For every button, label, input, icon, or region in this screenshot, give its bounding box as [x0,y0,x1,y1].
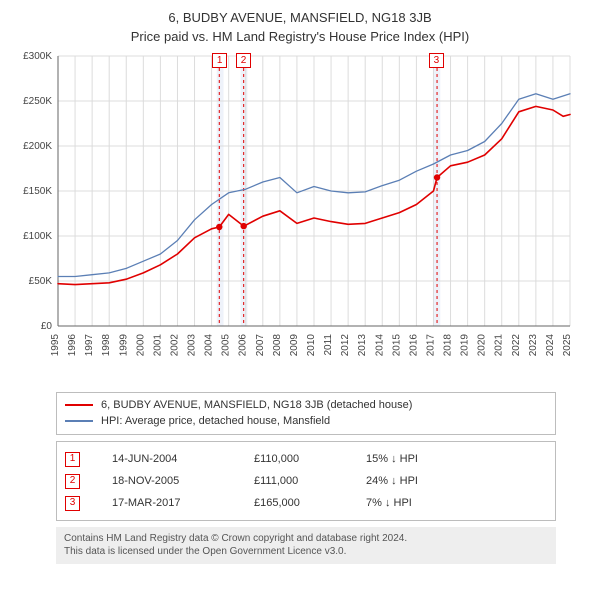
legend-swatch [65,420,93,422]
svg-text:£50K: £50K [29,276,53,287]
marker-price: £110,000 [254,448,334,470]
marker-date: 14-JUN-2004 [112,448,222,470]
marker-price: £111,000 [254,470,334,492]
svg-text:2012: 2012 [340,334,351,357]
svg-text:2005: 2005 [221,334,232,357]
chart-title-subtitle: Price paid vs. HM Land Registry's House … [16,29,584,44]
legend-label: HPI: Average price, detached house, Mans… [101,413,330,429]
svg-text:2014: 2014 [374,334,385,357]
svg-text:£200K: £200K [23,141,52,152]
svg-text:2004: 2004 [204,334,215,357]
svg-text:2022: 2022 [511,334,522,357]
svg-text:£250K: £250K [23,96,52,107]
svg-text:2024: 2024 [545,334,556,357]
svg-text:1999: 1999 [118,334,129,357]
svg-text:2009: 2009 [289,334,300,357]
svg-text:2020: 2020 [477,334,488,357]
footnote-box: Contains HM Land Registry data © Crown c… [56,527,556,564]
footnote-line-2: This data is licensed under the Open Gov… [64,545,548,558]
marker-price: £165,000 [254,492,334,514]
legend-swatch [65,404,93,406]
marker-badge: 1 [65,452,80,467]
svg-text:2006: 2006 [238,334,249,357]
marker-delta: 7% ↓ HPI [366,492,466,514]
svg-text:2008: 2008 [272,334,283,357]
legend-row: HPI: Average price, detached house, Mans… [65,413,547,429]
svg-text:2018: 2018 [443,334,454,357]
svg-text:2016: 2016 [408,334,419,357]
marker-delta: 24% ↓ HPI [366,470,466,492]
svg-text:2003: 2003 [187,334,198,357]
svg-text:2000: 2000 [135,334,146,357]
markers-table: 1 14-JUN-2004 £110,000 15% ↓ HPI 2 18-NOV-200… [56,441,556,521]
svg-text:2021: 2021 [494,334,505,357]
svg-text:£300K: £300K [23,51,52,62]
svg-text:2019: 2019 [460,334,471,357]
svg-text:2002: 2002 [169,334,180,357]
chart-marker-badge: 2 [236,53,251,68]
svg-text:1997: 1997 [84,334,95,357]
svg-text:1998: 1998 [101,334,112,357]
marker-badge: 2 [65,474,80,489]
page-root: 6, BUDBY AVENUE, MANSFIELD, NG18 3JB Pri… [0,0,600,590]
line-chart-svg: £0 £50K £100K £150K £200K £250K £300K 1995 1996 1… [16,50,576,380]
legend-row: 6, BUDBY AVENUE, MANSFIELD, NG18 3JB (de… [65,397,547,413]
chart-area: £0 £50K £100K £150K £200K £250K £300K 1995 1996 1… [16,50,584,382]
marker-date: 18-NOV-2005 [112,470,222,492]
chart-marker-badge: 3 [429,53,444,68]
legend-box: 6, BUDBY AVENUE, MANSFIELD, NG18 3JB (de… [56,392,556,435]
marker-row: 2 18-NOV-2005 £111,000 24% ↓ HPI [65,470,547,492]
marker-row: 1 14-JUN-2004 £110,000 15% ↓ HPI [65,448,547,470]
marker-delta: 15% ↓ HPI [366,448,466,470]
svg-text:2017: 2017 [425,334,436,357]
svg-text:2007: 2007 [255,334,266,357]
svg-text:£0: £0 [41,321,53,332]
svg-text:£100K: £100K [23,231,52,242]
chart-marker-badge: 1 [212,53,227,68]
legend-label: 6, BUDBY AVENUE, MANSFIELD, NG18 3JB (de… [101,397,412,413]
svg-text:1995: 1995 [50,334,61,357]
svg-text:2001: 2001 [152,334,163,357]
svg-text:2023: 2023 [528,334,539,357]
chart-title-address: 6, BUDBY AVENUE, MANSFIELD, NG18 3JB [16,10,584,25]
svg-text:2011: 2011 [323,334,334,356]
chart-titles: 6, BUDBY AVENUE, MANSFIELD, NG18 3JB Pri… [16,10,584,44]
svg-text:2025: 2025 [562,334,573,357]
svg-text:2010: 2010 [306,334,317,357]
svg-text:£150K: £150K [23,186,52,197]
svg-text:2013: 2013 [357,334,368,357]
svg-text:1996: 1996 [67,334,78,357]
marker-row: 3 17-MAR-2017 £165,000 7% ↓ HPI [65,492,547,514]
marker-badge: 3 [65,496,80,511]
marker-date: 17-MAR-2017 [112,492,222,514]
svg-text:2015: 2015 [391,334,402,357]
footnote-line-1: Contains HM Land Registry data © Crown c… [64,532,548,545]
